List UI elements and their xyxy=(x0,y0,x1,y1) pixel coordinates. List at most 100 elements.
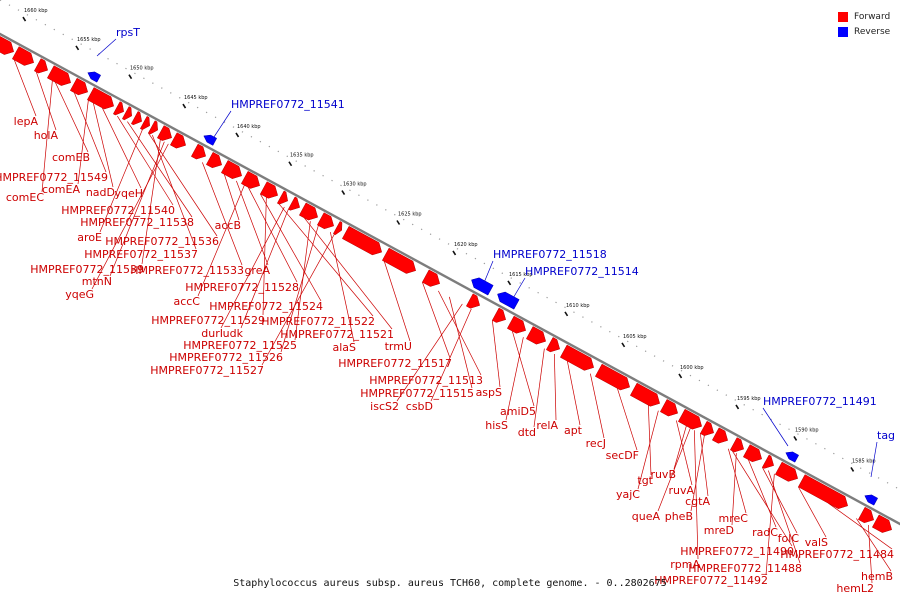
gene-label-hiss[interactable]: hisS xyxy=(485,419,508,432)
forward-gene-block[interactable] xyxy=(381,247,417,274)
gene-label-hmpref0772-11527[interactable]: HMPREF0772_11527 xyxy=(150,364,264,377)
gene-label-hmpref0772-11528[interactable]: HMPREF0772_11528 xyxy=(185,281,299,294)
reverse-gene-arrow[interactable] xyxy=(785,451,800,463)
gene-label-apt[interactable]: apt xyxy=(564,424,583,437)
gene-label-mred[interactable]: mreD xyxy=(704,524,734,537)
gene-label-tgt[interactable]: tgt xyxy=(637,474,653,487)
forward-gene-block[interactable] xyxy=(797,474,849,509)
gene-label-recj[interactable]: recJ xyxy=(586,437,606,450)
reverse-gene-arrow[interactable] xyxy=(497,291,520,310)
gene-label-accb[interactable]: accB xyxy=(215,219,241,232)
gene-label-dtd[interactable]: dtd xyxy=(518,426,536,439)
gene-label-hmpref0772-11492[interactable]: HMPREF0772_11492 xyxy=(654,574,768,587)
forward-gene-block[interactable] xyxy=(112,101,124,116)
gene-label-yqeg[interactable]: yqeG xyxy=(65,288,94,301)
forward-gene-block[interactable] xyxy=(742,444,763,463)
forward-gene-block[interactable] xyxy=(341,225,383,256)
gene-label-grea[interactable]: greA xyxy=(244,264,270,277)
gene-label-hmpref0772-11540[interactable]: HMPREF0772_11540 xyxy=(61,204,175,217)
forward-gene-block[interactable] xyxy=(298,202,319,221)
forward-gene-block[interactable] xyxy=(465,293,481,309)
gene-label-comeb[interactable]: comEB xyxy=(52,151,90,164)
reverse-gene-arrow[interactable] xyxy=(203,134,218,146)
forward-gene-block[interactable] xyxy=(46,65,72,86)
forward-gene-block[interactable] xyxy=(506,315,527,334)
gene-label-radc[interactable]: radC xyxy=(752,526,778,539)
forward-gene-block[interactable] xyxy=(871,514,893,533)
gene-label-lepa[interactable]: lepA xyxy=(14,115,39,128)
gene-label-accc[interactable]: accC xyxy=(173,295,200,308)
gene-label-vals[interactable]: valS xyxy=(805,536,828,549)
gene-label-hmpref0772-11490[interactable]: HMPREF0772_11490 xyxy=(680,545,794,558)
forward-gene-block[interactable] xyxy=(156,125,173,141)
forward-gene-block[interactable] xyxy=(11,46,35,66)
forward-gene-block[interactable] xyxy=(147,120,158,135)
gene-label-hmpref0772-11513[interactable]: HMPREF0772_11513 xyxy=(369,374,483,387)
gene-label-hmpref0772-11529[interactable]: HMPREF0772_11529 xyxy=(151,314,265,327)
forward-gene-block[interactable] xyxy=(220,160,243,179)
forward-gene-block[interactable] xyxy=(287,196,301,211)
reverse-gene-arrow[interactable] xyxy=(87,71,102,83)
forward-gene-block[interactable] xyxy=(240,170,261,189)
forward-gene-block[interactable] xyxy=(857,506,875,524)
forward-gene-block[interactable] xyxy=(659,399,679,417)
forward-gene-block[interactable] xyxy=(86,87,115,110)
gene-label-hmpref0772-11488[interactable]: HMPREF0772_11488 xyxy=(688,562,802,575)
forward-gene-block[interactable] xyxy=(259,181,279,199)
gene-label-hmpref0772-11522[interactable]: HMPREF0772_11522 xyxy=(261,315,375,328)
gene-label-tag[interactable]: tag xyxy=(877,429,895,442)
forward-gene-block[interactable] xyxy=(774,461,799,482)
gene-label-csbd[interactable]: csbD xyxy=(406,400,433,413)
forward-gene-block[interactable] xyxy=(121,106,132,121)
reverse-gene-arrow[interactable] xyxy=(864,494,879,506)
gene-label-alas[interactable]: alaS xyxy=(332,341,356,354)
gene-label-duri[interactable]: durI xyxy=(201,327,223,340)
forward-gene-block[interactable] xyxy=(69,77,89,96)
forward-gene-block[interactable] xyxy=(677,408,703,430)
forward-gene-block[interactable] xyxy=(629,382,661,407)
gene-label-heml2[interactable]: hemL2 xyxy=(836,582,874,595)
forward-gene-block[interactable] xyxy=(525,326,547,345)
gene-label-asps[interactable]: aspS xyxy=(476,386,502,399)
gene-label-hmpref0772-11484[interactable]: HMPREF0772_11484 xyxy=(780,548,894,561)
gene-label-hmpref0772-11549[interactable]: HMPREF0772_11549 xyxy=(0,171,108,184)
gene-label-hmpref0772-11517[interactable]: HMPREF0772_11517 xyxy=(338,357,452,370)
gene-label-rpma[interactable]: rpmA xyxy=(670,558,700,571)
gene-label-hemb[interactable]: hemB xyxy=(861,570,893,583)
gene-label-hmpref0772-11538[interactable]: HMPREF0772_11538 xyxy=(80,216,194,229)
gene-label-ruvb[interactable]: ruvB xyxy=(650,468,676,481)
gene-label-hola[interactable]: holA xyxy=(34,129,59,142)
gene-label-hmpref0772-11491[interactable]: HMPREF0772_11491 xyxy=(763,395,877,408)
gene-label-hmpref0772-11514[interactable]: HMPREF0772_11514 xyxy=(525,265,639,278)
forward-gene-block[interactable] xyxy=(421,269,441,287)
gene-label-hmpref0772-11526[interactable]: HMPREF0772_11526 xyxy=(169,351,283,364)
gene-label-hmpref0772-11541[interactable]: HMPREF0772_11541 xyxy=(231,98,345,111)
forward-gene-block[interactable] xyxy=(699,420,715,436)
forward-gene-block[interactable] xyxy=(594,363,631,391)
forward-gene-block[interactable] xyxy=(332,221,343,236)
gene-label-rela[interactable]: relA xyxy=(536,419,558,432)
reverse-gene-arrow[interactable] xyxy=(471,277,494,296)
gene-label-yqeh[interactable]: yqeH xyxy=(114,187,143,200)
forward-gene-block[interactable] xyxy=(205,151,223,169)
gene-label-hmpref0772-11536[interactable]: HMPREF0772_11536 xyxy=(105,235,219,248)
gene-label-hmpref0772-11524[interactable]: HMPREF0772_11524 xyxy=(209,300,323,313)
forward-gene-block[interactable] xyxy=(491,307,507,323)
gene-label-hmpref0772-11525[interactable]: HMPREF0772_11525 xyxy=(183,339,297,352)
gene-label-mrec[interactable]: mreC xyxy=(719,512,749,525)
gene-label-hmpref0772-11537[interactable]: HMPREF0772_11537 xyxy=(84,248,198,261)
forward-gene-block[interactable] xyxy=(33,58,49,74)
gene-label-udk[interactable]: udk xyxy=(223,327,244,340)
gene-label-pheb[interactable]: pheB xyxy=(665,510,693,523)
gene-label-rpst[interactable]: rpsT xyxy=(116,26,140,39)
forward-gene-block[interactable] xyxy=(545,337,561,353)
forward-gene-block[interactable] xyxy=(761,454,775,469)
gene-label-comea[interactable]: comEA xyxy=(42,183,80,196)
gene-label-hmpref0772-11521[interactable]: HMPREF0772_11521 xyxy=(280,328,394,341)
gene-label-hmpref0772-11539[interactable]: HMPREF0772_11539 xyxy=(30,263,144,276)
gene-label-hmpref0772-11533[interactable]: HMPREF0772_11533 xyxy=(130,264,244,277)
forward-gene-block[interactable] xyxy=(0,36,15,55)
gene-label-folc[interactable]: folC xyxy=(778,532,800,545)
gene-label-mtnn[interactable]: mtnN xyxy=(82,275,112,288)
